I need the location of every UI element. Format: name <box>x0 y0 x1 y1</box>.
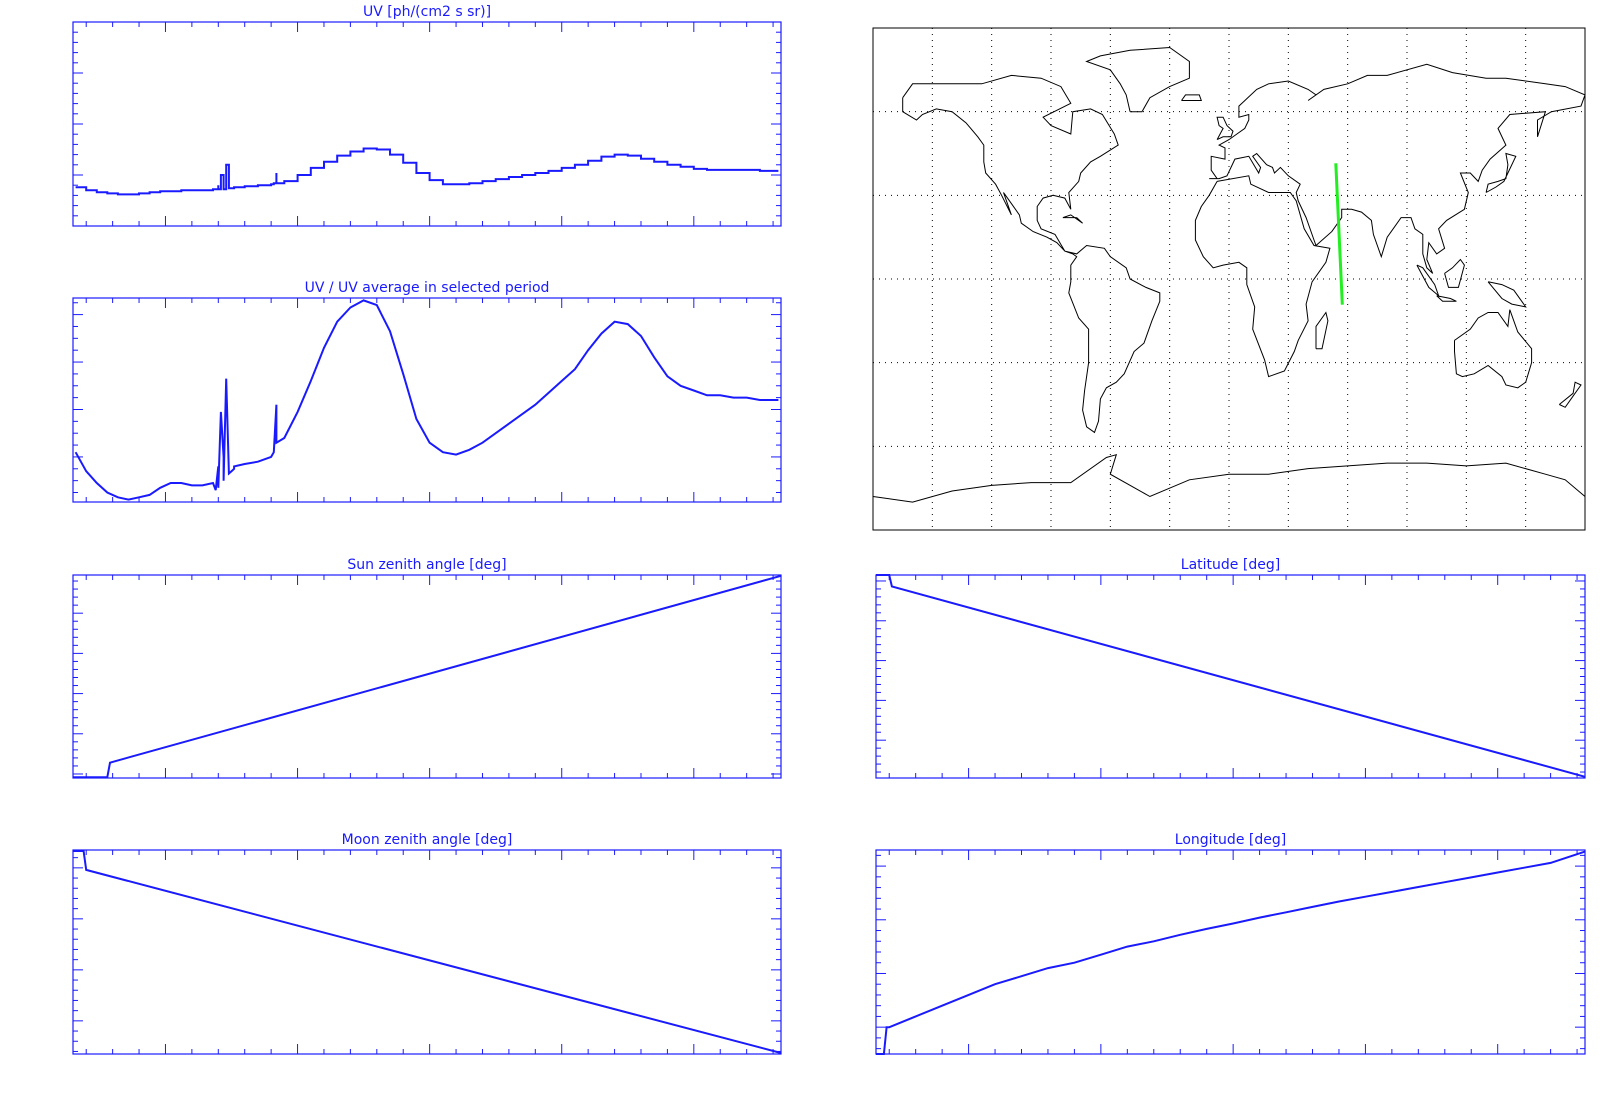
map-frame <box>872 27 1586 531</box>
chart-title: Moon zenith angle [deg] <box>342 832 513 848</box>
chart-uvratio: UV / UV average in selected period <box>72 280 782 503</box>
coastline <box>1209 63 1586 274</box>
series-line <box>73 850 782 1054</box>
plot-frame <box>72 297 782 503</box>
series-line <box>75 147 779 196</box>
coastline <box>1085 46 1190 113</box>
coastline <box>1062 214 1083 224</box>
world-map <box>872 27 1586 531</box>
chart-title: Sun zenith angle [deg] <box>347 557 506 573</box>
coastline <box>1416 264 1440 298</box>
chart-title: Latitude [deg] <box>1181 557 1280 573</box>
coastline <box>1315 311 1329 350</box>
coastline <box>1436 295 1457 302</box>
coastline <box>1181 94 1203 101</box>
chart-title: UV [ph/(cm2 s sr)] <box>363 4 491 20</box>
coastline <box>1558 381 1582 408</box>
plot-frame <box>72 574 782 779</box>
series-line <box>73 574 782 779</box>
coastline <box>902 74 1161 434</box>
satellite-ground-track <box>1334 163 1344 305</box>
chart-uv: UV [ph/(cm2 s sr)] <box>72 4 782 227</box>
coastline <box>1194 175 1331 378</box>
series-line <box>74 299 779 501</box>
coastline <box>872 453 1586 503</box>
chart-title: UV / UV average in selected period <box>305 280 550 296</box>
chart-sunzen: Sun zenith angle [deg] <box>72 557 782 779</box>
series-line <box>876 850 1586 1055</box>
coastline <box>1444 258 1465 288</box>
chart-moonzen: Moon zenith angle [deg] <box>72 832 782 1055</box>
coastline <box>1485 152 1517 193</box>
plot-frame <box>72 21 782 227</box>
coastline <box>1487 281 1527 308</box>
coastline <box>1216 116 1234 141</box>
chart-title: Longitude [deg] <box>1175 832 1286 848</box>
chart-lat: Latitude [deg] <box>875 557 1586 779</box>
chart-lon: Longitude [deg] <box>875 832 1586 1055</box>
plot-frame <box>875 849 1586 1055</box>
series-line <box>876 574 1586 778</box>
coastline <box>1454 309 1533 389</box>
plot-frame <box>72 849 782 1055</box>
